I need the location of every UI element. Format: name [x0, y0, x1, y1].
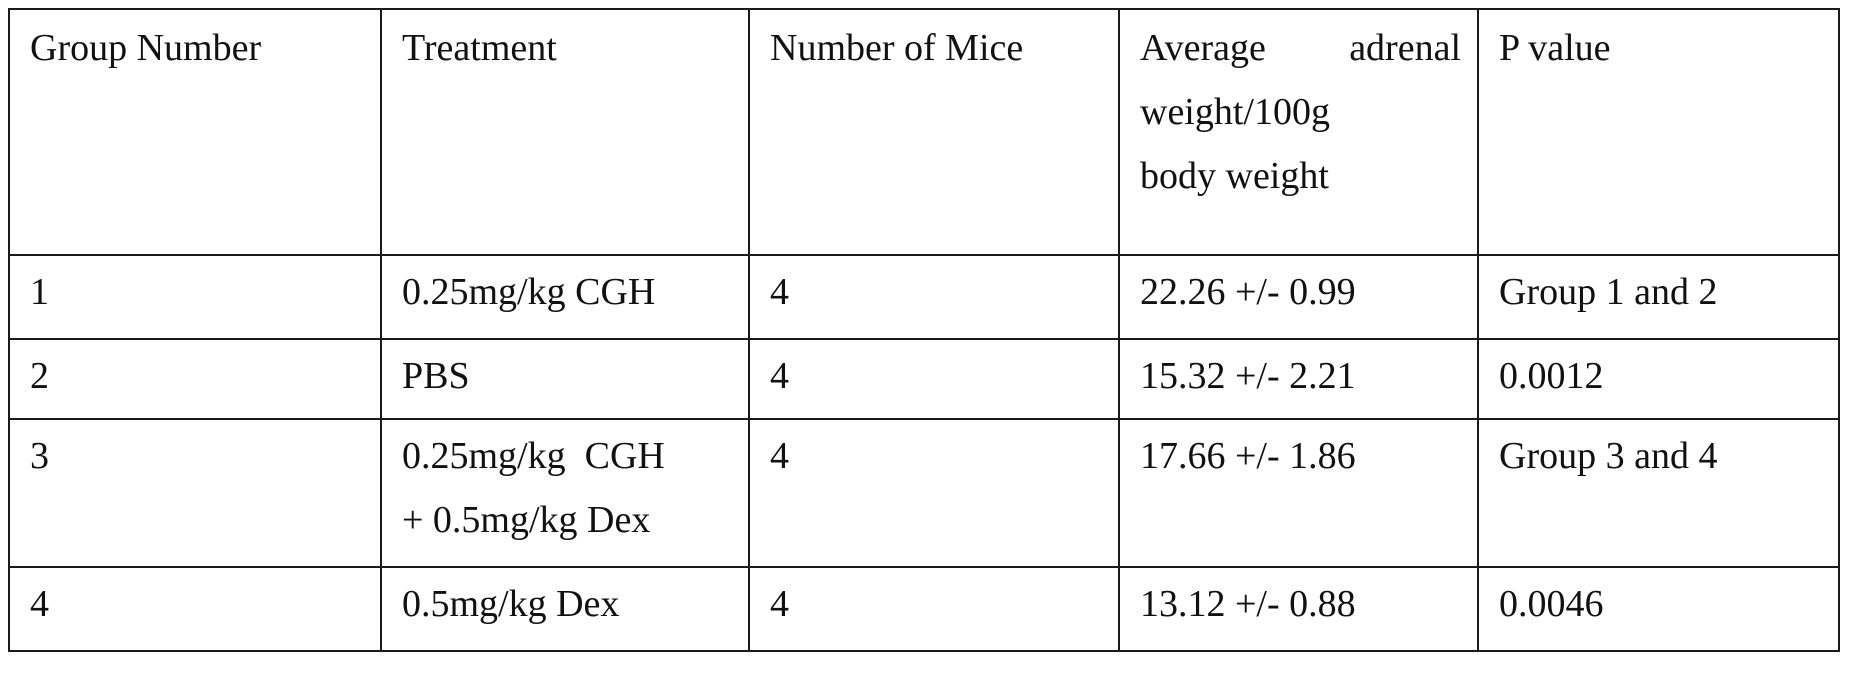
cell-group: 4: [9, 567, 381, 651]
header-average-word2: adrenal: [1349, 16, 1461, 80]
cell-treatment-line1: 0.5mg/kg Dex: [402, 572, 748, 636]
header-average-line1: Average adrenal: [1140, 16, 1477, 80]
cell-weight: 22.26 +/- 0.99: [1119, 255, 1478, 339]
header-p-value: P value: [1478, 9, 1839, 255]
table-row: 2 PBS 4 15.32 +/- 2.21 0.0012: [9, 339, 1839, 419]
cell-weight: 13.12 +/- 0.88: [1119, 567, 1478, 651]
cell-treatment-line1: 0.25mg/kg CGH: [402, 260, 748, 324]
cell-weight: 15.32 +/- 2.21: [1119, 339, 1478, 419]
cell-treatment: 0.25mg/kg CGH: [381, 255, 749, 339]
cell-p-value: Group 1 and 2: [1478, 255, 1839, 339]
header-number-of-mice: Number of Mice: [749, 9, 1119, 255]
cell-treatment: 0.5mg/kg Dex: [381, 567, 749, 651]
header-average-adrenal-weight: Average adrenal weight/100g body weight: [1119, 9, 1478, 255]
cell-p-value: Group 3 and 4: [1478, 419, 1839, 567]
header-average-line3: body weight: [1140, 144, 1477, 208]
adrenal-weight-table: Group Number Treatment Number of Mice Av…: [8, 8, 1840, 652]
cell-treatment-line1: 0.25mg/kg CGH: [402, 424, 748, 488]
cell-treatment-line2: + 0.5mg/kg Dex: [402, 488, 748, 552]
cell-mice: 4: [749, 255, 1119, 339]
header-average-word1: Average: [1140, 16, 1266, 80]
header-average-line2: weight/100g: [1140, 80, 1477, 144]
header-group-number: Group Number: [9, 9, 381, 255]
cell-treatment: PBS: [381, 339, 749, 419]
cell-mice: 4: [749, 567, 1119, 651]
table-row: 3 0.25mg/kg CGH + 0.5mg/kg Dex 4 17.66 +…: [9, 419, 1839, 567]
table-row: 4 0.5mg/kg Dex 4 13.12 +/- 0.88 0.0046: [9, 567, 1839, 651]
cell-treatment: 0.25mg/kg CGH + 0.5mg/kg Dex: [381, 419, 749, 567]
cell-p-value: 0.0012: [1478, 339, 1839, 419]
cell-treatment-line1: PBS: [402, 344, 748, 408]
cell-group: 1: [9, 255, 381, 339]
cell-group: 2: [9, 339, 381, 419]
cell-group: 3: [9, 419, 381, 567]
table-header-row: Group Number Treatment Number of Mice Av…: [9, 9, 1839, 255]
cell-mice: 4: [749, 419, 1119, 567]
cell-mice: 4: [749, 339, 1119, 419]
cell-p-value: 0.0046: [1478, 567, 1839, 651]
cell-weight: 17.66 +/- 1.86: [1119, 419, 1478, 567]
header-treatment: Treatment: [381, 9, 749, 255]
table-row: 1 0.25mg/kg CGH 4 22.26 +/- 0.99 Group 1…: [9, 255, 1839, 339]
